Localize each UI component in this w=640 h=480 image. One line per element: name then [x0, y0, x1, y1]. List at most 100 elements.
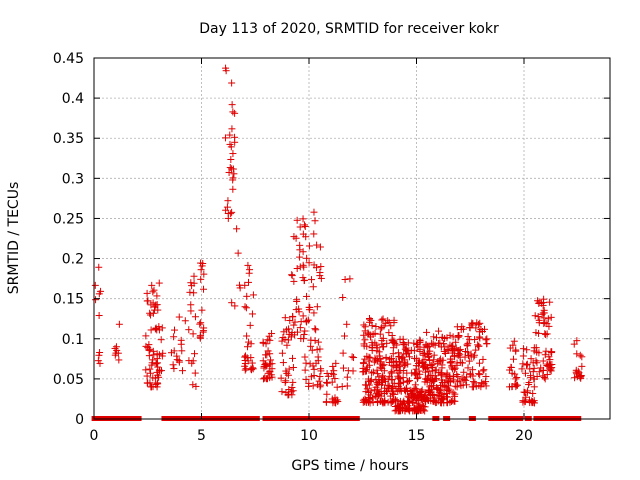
- data-point: [277, 374, 285, 382]
- data-point: [323, 379, 331, 387]
- data-point: [424, 396, 432, 404]
- data-point: [476, 319, 484, 327]
- y-axis-label: SRMTID / TECUs: [6, 182, 22, 295]
- x-tick-label: 10: [300, 428, 318, 444]
- data-point: [293, 265, 301, 273]
- data-point: [396, 358, 404, 366]
- data-point: [401, 345, 409, 353]
- data-point: [241, 303, 249, 311]
- data-point: [300, 335, 308, 343]
- data-point: [394, 349, 402, 357]
- data-point: [373, 366, 381, 374]
- data-point: [305, 242, 313, 250]
- data-point: [413, 375, 421, 383]
- data-point: [196, 334, 204, 342]
- data-point: [511, 370, 519, 378]
- data-point: [423, 328, 431, 336]
- data-point: [197, 266, 205, 274]
- data-point: [578, 353, 586, 361]
- data-point: [344, 367, 352, 375]
- data-point: [401, 361, 409, 369]
- data-point: [541, 330, 549, 338]
- data-point: [476, 371, 484, 379]
- data-point: [436, 387, 444, 395]
- data-point: [460, 368, 468, 376]
- data-point: [415, 404, 423, 412]
- data-point: [307, 342, 315, 350]
- data-point: [226, 164, 234, 172]
- data-point: [296, 263, 304, 271]
- data-point: [430, 333, 438, 341]
- data-point: [378, 365, 386, 373]
- data-point: [248, 366, 256, 374]
- data-point: [299, 215, 307, 223]
- y-tick-label: 0.45: [53, 51, 84, 67]
- data-point: [278, 349, 286, 357]
- data-point: [145, 341, 153, 349]
- data-point: [368, 369, 376, 377]
- data-point: [533, 373, 541, 381]
- y-tick-label: 0.35: [53, 131, 84, 147]
- data-point: [548, 348, 556, 356]
- data-point: [392, 396, 400, 404]
- data-point: [350, 354, 358, 362]
- data-point: [265, 332, 273, 340]
- data-point: [572, 368, 580, 376]
- data-point: [479, 355, 487, 363]
- data-point: [415, 357, 423, 365]
- data-point: [383, 339, 391, 347]
- data-point: [222, 67, 230, 75]
- data-point: [316, 243, 324, 251]
- data-point: [332, 359, 340, 367]
- data-point: [144, 379, 152, 387]
- data-point: [343, 320, 351, 328]
- data-point: [378, 398, 386, 406]
- data-point: [385, 329, 393, 337]
- data-point: [385, 318, 393, 326]
- data-point: [296, 223, 304, 231]
- data-point: [403, 369, 411, 377]
- data-point: [471, 336, 479, 344]
- data-point: [512, 347, 520, 355]
- data-point: [443, 369, 451, 377]
- data-point: [147, 326, 155, 334]
- data-point: [379, 343, 387, 351]
- data-point: [470, 351, 478, 359]
- data-point: [224, 197, 232, 205]
- data-point: [408, 391, 416, 399]
- x-axis-label: GPS time / hours: [291, 458, 408, 474]
- data-point: [543, 371, 551, 379]
- data-point: [243, 332, 251, 340]
- y-tick-label: 0.4: [62, 91, 84, 107]
- data-point: [178, 367, 186, 375]
- data-point: [404, 378, 412, 386]
- data-point: [464, 364, 472, 372]
- data-point: [338, 383, 346, 391]
- data-point: [452, 344, 460, 352]
- data-point: [115, 356, 123, 364]
- data-point: [317, 263, 325, 271]
- data-point: [451, 382, 459, 390]
- data-point: [542, 331, 550, 339]
- data-point: [426, 377, 434, 385]
- data-point: [447, 397, 455, 405]
- data-point: [424, 386, 432, 394]
- data-point: [465, 357, 473, 365]
- data-point: [243, 292, 251, 300]
- data-point: [366, 354, 374, 362]
- data-point: [289, 378, 297, 386]
- data-point: [382, 377, 390, 385]
- data-point: [302, 359, 310, 367]
- data-point: [314, 338, 322, 346]
- data-point: [266, 350, 274, 358]
- data-point: [444, 346, 452, 354]
- data-point: [341, 275, 349, 283]
- data-point: [459, 381, 467, 389]
- data-point: [228, 165, 236, 173]
- data-point: [305, 259, 313, 267]
- data-point: [189, 330, 197, 338]
- data-point: [306, 303, 314, 311]
- data-point: [530, 364, 538, 372]
- data-point: [457, 326, 465, 334]
- data-point: [331, 394, 339, 402]
